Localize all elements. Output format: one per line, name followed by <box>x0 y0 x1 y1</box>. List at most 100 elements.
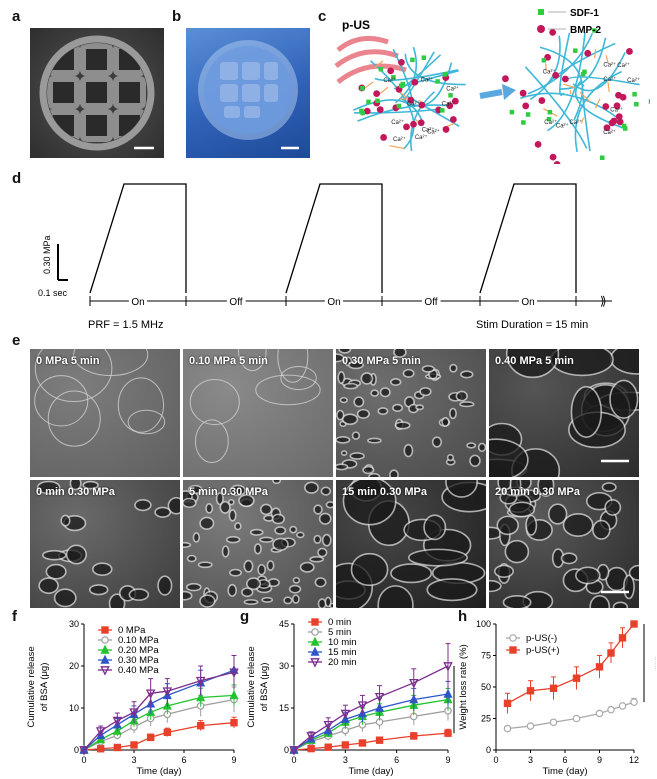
sem-condition-label: 0.40 MPa 5 min <box>495 355 574 367</box>
crosslinker-strand <box>389 145 405 150</box>
pore <box>419 387 432 397</box>
pus-release-schematic: p-US Ca²⁺Ca²⁺Ca²⁺Ca²⁺Ca²⁺Ca²⁺Ca²⁺Ca²⁺ Ca²… <box>334 8 650 164</box>
data-point <box>100 666 110 676</box>
data-point <box>509 646 517 654</box>
bmp-particle <box>363 107 371 115</box>
bmp-particle <box>613 102 621 110</box>
sdf-particle <box>573 48 578 53</box>
sem-condition-label: 5 min 0.30 MPa <box>189 486 268 498</box>
pore <box>392 403 404 412</box>
calcium-ion-label: Ca²⁺ <box>569 119 582 126</box>
pore <box>459 401 475 408</box>
pore <box>34 349 113 403</box>
legend-label: 0 MPa <box>118 625 146 636</box>
pore <box>227 583 238 597</box>
legend-label: 0 min <box>328 617 351 628</box>
calcium-ion-label: Ca²⁺ <box>393 136 406 143</box>
data-point <box>100 644 110 654</box>
pore <box>280 365 317 391</box>
data-point <box>630 698 638 706</box>
pore <box>225 535 241 544</box>
segment-on-2: On <box>327 297 340 308</box>
pore <box>350 552 389 587</box>
pore <box>389 469 399 477</box>
data-point <box>79 746 89 756</box>
crosslinker-strand <box>579 91 591 103</box>
significance-label: *** <box>649 657 656 671</box>
sdf-particle <box>360 110 365 116</box>
series-0-20-mpa <box>79 684 239 754</box>
sdf-particle <box>622 126 628 131</box>
sdf-particle <box>648 99 650 104</box>
pore <box>393 349 407 358</box>
sdf-particle <box>521 120 526 125</box>
pore <box>219 500 231 514</box>
hydrogel-disc-illustration <box>198 40 299 150</box>
legend-label: 20 min <box>328 657 357 668</box>
x-tick-label: 12 <box>629 755 639 765</box>
pore <box>496 515 520 536</box>
data-point <box>374 692 385 703</box>
pore <box>88 584 109 596</box>
pore <box>377 585 414 608</box>
bmp-particle <box>549 28 557 36</box>
calcium-ion-label: Ca²⁺ <box>603 76 616 83</box>
crosslinker-strand <box>605 55 609 64</box>
pore <box>304 481 319 494</box>
y-tick-label: 100 <box>476 619 491 629</box>
pore <box>272 480 282 485</box>
pore-texture <box>489 349 639 477</box>
data-point <box>607 649 615 657</box>
panel-label-f: f <box>12 608 17 625</box>
pore <box>426 578 478 602</box>
segment-on-3: On <box>521 297 534 308</box>
data-point <box>358 739 367 747</box>
calcium-ion-label: Ca²⁺ <box>427 129 440 136</box>
pore <box>356 408 370 419</box>
pore <box>261 596 274 603</box>
legend: p-US(-)p-US(+) <box>506 633 560 656</box>
pore <box>313 534 322 544</box>
pore <box>183 590 193 601</box>
sdf-particle <box>410 57 415 63</box>
y-tick-label: 10 <box>69 703 79 713</box>
polymer-fiber <box>410 91 435 152</box>
polymer-fiber <box>572 52 626 92</box>
polymer-fiber <box>370 60 415 150</box>
sdf-particle <box>400 81 405 87</box>
pore <box>69 480 82 491</box>
panel-label-a: a <box>12 8 21 25</box>
pore <box>255 374 321 406</box>
sdf-particle <box>448 93 453 98</box>
pore <box>314 577 327 588</box>
hydrogel-photo <box>186 28 310 158</box>
bmp-particle <box>410 120 417 128</box>
pore <box>187 484 203 495</box>
series-line <box>507 701 635 730</box>
y-tick-label: 30 <box>279 661 289 671</box>
pore <box>221 545 230 558</box>
legend-label: 0.30 MPa <box>118 655 159 666</box>
calcium-ion-label: Ca²⁺ <box>543 69 556 76</box>
pore <box>42 549 67 561</box>
pore <box>243 559 254 573</box>
y-axis-label: Cumulative release <box>246 646 257 727</box>
chart-weight-loss: 0 3 6 9 12 0 25 50 75 100 Time (day) Weight loss ra… <box>458 619 656 776</box>
y-tick-label: 0 <box>486 745 491 755</box>
x-tick-label: 3 <box>528 755 533 765</box>
polymer-fiber <box>527 32 594 95</box>
pulse-2 <box>285 183 383 294</box>
pore <box>38 577 59 595</box>
pulse-3 <box>479 183 577 294</box>
pore-texture <box>36 480 180 608</box>
pore <box>257 563 267 576</box>
bmp-particle <box>387 67 395 75</box>
pore <box>271 513 285 525</box>
x-tick-label: 6 <box>181 755 186 765</box>
pore <box>407 548 468 567</box>
pore <box>228 509 237 522</box>
hydrogel-network-released: Ca²⁺Ca²⁺Ca²⁺Ca²⁺Ca²⁺Ca²⁺Ca²⁺Ca²⁺Ca²⁺Ca²⁺ <box>502 28 650 164</box>
series-0-40-mpa <box>79 655 239 756</box>
pore <box>321 533 332 547</box>
bmp-particle <box>584 49 592 57</box>
